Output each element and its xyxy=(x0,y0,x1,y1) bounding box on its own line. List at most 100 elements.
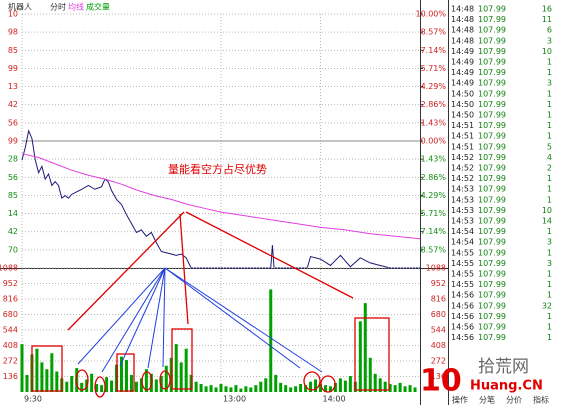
volume-bar xyxy=(413,387,417,392)
tick-volume: 1 xyxy=(547,89,552,98)
volume-bar xyxy=(25,374,29,392)
y2-tick-label: 816 xyxy=(431,295,446,304)
legend-volume: 成交量 xyxy=(86,2,110,12)
annotation: 量能看空方占尽优势 xyxy=(168,162,267,176)
tick-price: 107.99 xyxy=(478,195,506,204)
red-ellipse xyxy=(141,371,153,391)
series-line xyxy=(21,153,421,240)
y-tick-label: 680 xyxy=(3,310,18,319)
tick-volume: 1 xyxy=(547,291,552,300)
tick-price: 107.99 xyxy=(478,79,506,88)
watermark-site: 拾荒网 xyxy=(478,357,529,377)
tick-time: 14:48 xyxy=(451,26,474,35)
volume-bar xyxy=(209,385,213,392)
tick-price: 107.99 xyxy=(478,58,506,67)
tick-volume: 1 xyxy=(547,248,552,257)
tick-time: 14:56 xyxy=(451,312,474,321)
volume-bar xyxy=(299,384,303,392)
tick-price: 107.99 xyxy=(478,217,506,226)
tick-volume: 1 xyxy=(547,312,552,321)
blue-arrow xyxy=(77,267,166,365)
red-box xyxy=(171,328,193,390)
y-tick-label: 816 xyxy=(3,295,18,304)
tick-volume: 3 xyxy=(547,79,552,88)
tick-volume: 2 xyxy=(547,164,552,173)
tick-price: 107.99 xyxy=(478,121,506,130)
y2-tick-label: 5.71% xyxy=(421,209,447,218)
y2-tick-label: 7.14% xyxy=(421,227,447,236)
volume-bar xyxy=(100,385,104,392)
tick-price: 107.99 xyxy=(478,323,506,332)
tick-price: 107.99 xyxy=(478,280,506,289)
tick-price: 107.99 xyxy=(478,111,506,120)
tick-volume: 16 xyxy=(542,5,552,14)
marks: 9:30 13:00 14:00 10 98 85 99 13 42 56 99 28 56 85 14 42… xyxy=(0,10,446,404)
tick-price: 107.99 xyxy=(478,270,506,279)
tick-time: 14:55 xyxy=(451,270,474,279)
volume-bar xyxy=(199,384,203,392)
tick-time: 14:56 xyxy=(451,301,474,310)
y-tick-label: 1088 xyxy=(0,264,18,273)
y2-tick-label: 0.00% xyxy=(421,137,447,146)
volume-bar xyxy=(164,365,168,392)
volume-bar xyxy=(373,373,377,392)
y2-tick-label: 4.29% xyxy=(421,191,447,200)
y2-tick-label: 136 xyxy=(431,372,446,381)
tick-time: 14:54 xyxy=(451,238,474,247)
tick-time: 14:52 xyxy=(451,164,474,173)
tick-price: 107.99 xyxy=(478,5,506,14)
volume-bar xyxy=(204,386,208,392)
y-tick-label: 136 xyxy=(3,372,18,381)
tick-volume: 4 xyxy=(547,153,552,162)
tick-volume: 1 xyxy=(547,227,552,236)
tick-price: 107.99 xyxy=(478,89,506,98)
tick-volume: 1 xyxy=(547,68,552,77)
volume-bar xyxy=(363,303,367,392)
volume-bar xyxy=(134,381,138,392)
volume-bar xyxy=(348,376,352,392)
volume-bar xyxy=(244,386,248,392)
red-ellipse xyxy=(320,375,336,393)
tick-price: 107.99 xyxy=(478,132,506,141)
volume-bar xyxy=(383,381,387,392)
tick-time: 14:48 xyxy=(451,36,474,45)
y2-tick-label: 1.43% xyxy=(421,155,447,164)
y-tick-label: 56 xyxy=(8,173,18,182)
tick-price: 107.99 xyxy=(478,259,506,268)
red-box xyxy=(31,345,63,392)
tick-time: 14:49 xyxy=(451,47,474,56)
volume-bar xyxy=(279,382,283,392)
volume-bar xyxy=(70,376,74,392)
tick-time: 14:56 xyxy=(451,323,474,332)
y2-tick-label: 2.86% xyxy=(421,173,447,182)
annotations xyxy=(31,211,390,398)
x-tick-label: 14:00 xyxy=(323,395,346,404)
tick-time: 14:56 xyxy=(451,291,474,300)
y2-tick-label: 7.14% xyxy=(421,46,447,55)
tick-price: 107.99 xyxy=(478,238,506,247)
volume-bar xyxy=(224,386,228,392)
volume-bar xyxy=(179,362,183,392)
y2-tick-label: 2.86% xyxy=(421,100,447,109)
tick-time: 14:56 xyxy=(451,333,474,342)
volume-bar xyxy=(174,344,178,392)
volume-bar xyxy=(239,388,243,392)
tick-volume: 1 xyxy=(547,111,552,120)
y-tick-label: 14 xyxy=(8,209,18,218)
volume-bar xyxy=(55,371,59,392)
volume-bar xyxy=(388,384,392,392)
y2-tick-label: 952 xyxy=(431,279,446,288)
tick-price: 107.99 xyxy=(478,153,506,162)
volume-bar xyxy=(65,381,69,392)
volume-bar xyxy=(90,373,94,392)
tick-volume: 1 xyxy=(547,132,552,141)
tick-time: 14:53 xyxy=(451,195,474,204)
volume-bar xyxy=(45,369,49,392)
volume-bar xyxy=(80,382,84,392)
red-box xyxy=(354,317,390,391)
panel-tab: 分价 xyxy=(506,396,522,405)
y2-tick-label: 1.43% xyxy=(421,118,447,127)
volume-bar xyxy=(254,385,258,392)
